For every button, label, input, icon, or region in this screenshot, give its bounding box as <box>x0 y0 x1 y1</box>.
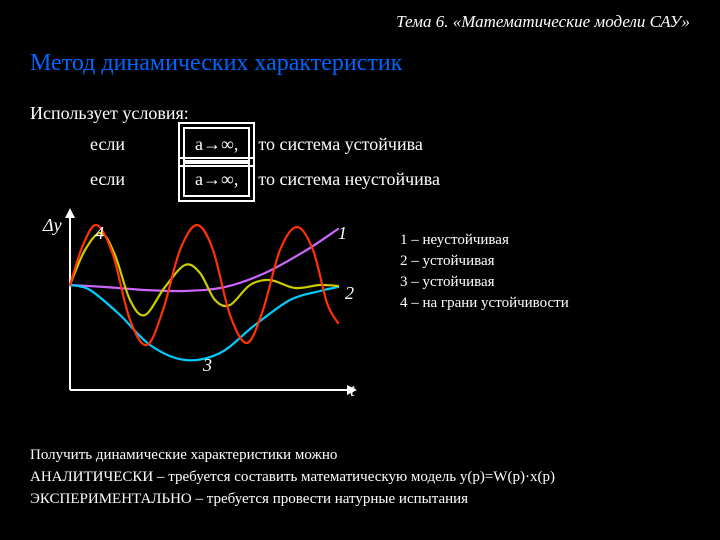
condition-line-1: если a→∞, то система устойчива <box>30 127 440 162</box>
bottom-line-2: АНАЛИТИЧЕСКИ – требуется составить матем… <box>30 467 690 489</box>
bottom-text: Получить динамические характеристики мож… <box>30 445 690 510</box>
topic-header: Тема 6. «Математические модели САУ» <box>396 12 690 32</box>
legend-item: 2 – устойчивая <box>400 251 569 272</box>
condition-2-prefix: если <box>90 166 175 193</box>
curve-label-3: 3 <box>203 355 212 376</box>
chart: Δy t 1 2 3 4 <box>35 195 375 425</box>
legend: 1 – неустойчивая 2 – устойчивая 3 – усто… <box>400 230 569 314</box>
legend-item: 3 – устойчивая <box>400 272 569 293</box>
curve-2 <box>70 285 338 360</box>
condition-1-prefix: если <box>90 131 175 158</box>
bottom-line-3: ЭКСПЕРИМЕНТАЛЬНО – требуется провести на… <box>30 489 690 511</box>
y-axis-label: Δy <box>43 215 62 236</box>
condition-line-2: если a→∞, то система неустойчива <box>30 162 440 197</box>
condition-2-suffix: то система неустойчива <box>258 166 440 193</box>
bottom-line-1: Получить динамические характеристики мож… <box>30 445 690 467</box>
legend-item: 1 – неустойчивая <box>400 230 569 251</box>
x-axis-label: t <box>350 380 355 401</box>
curve-label-4: 4 <box>95 223 104 244</box>
condition-1-suffix: то система устойчива <box>258 131 423 158</box>
conditions-intro: Использует условия: <box>30 100 440 127</box>
conditions-block: Использует условия: если a→∞, то система… <box>30 100 440 197</box>
curve-label-1: 1 <box>338 223 347 244</box>
curve-label-2: 2 <box>345 283 354 304</box>
method-title: Метод динамических характеристик <box>30 50 402 77</box>
condition-2-box: a→∞, <box>183 162 250 197</box>
chart-svg <box>35 195 375 425</box>
condition-1-box: a→∞, <box>183 127 250 162</box>
legend-item: 4 – на грани устойчивости <box>400 293 569 314</box>
